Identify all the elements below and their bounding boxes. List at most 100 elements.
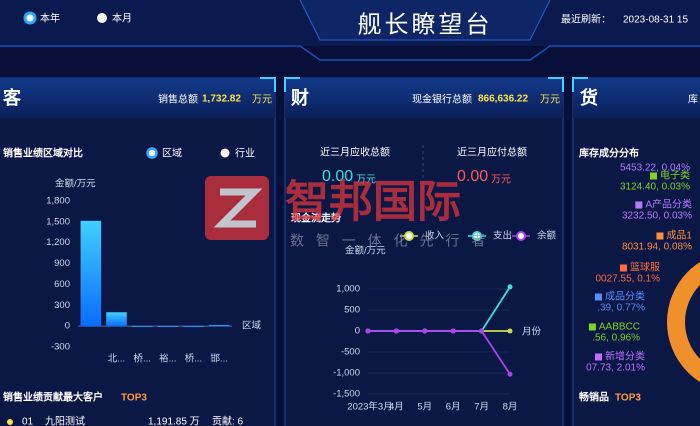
panel-header xyxy=(285,78,563,118)
y-tick-label: -300 xyxy=(51,342,70,353)
total-label: 库 xyxy=(688,93,698,106)
period-option[interactable]: 本月 xyxy=(112,12,132,25)
x-tick-label: 2023年3月 xyxy=(347,401,392,413)
point xyxy=(393,328,399,334)
watermark: 智邦国际 数 智 一 体 化 先 行 者 xyxy=(205,176,485,249)
x-tick-label: 5月 xyxy=(417,402,432,413)
item-marker xyxy=(595,293,602,301)
row-dot xyxy=(7,419,13,425)
receivable-label: 近三月应收总额 xyxy=(320,146,390,159)
refresh-time: 2023-08-31 15 xyxy=(623,15,688,26)
x-axis-label: 月份 xyxy=(522,326,542,338)
item-name: 成品分类 xyxy=(605,290,645,303)
watermark-name: 智邦国际 xyxy=(285,178,461,227)
payable-label: 近三月应付总额 xyxy=(457,146,527,159)
section-title: 销售业绩贡献最大客户 xyxy=(3,391,103,404)
item-value: 3232.50, 0.03% xyxy=(622,211,692,222)
point xyxy=(365,328,371,334)
total-label: 现金银行总额 xyxy=(412,93,472,106)
radio-selected[interactable] xyxy=(146,147,158,159)
x-tick-label: 北... xyxy=(108,354,125,365)
item-value: 5453.22, 0.04% xyxy=(620,163,690,174)
y-tick-label: 900 xyxy=(54,258,70,269)
section-title-suffix: TOP3 xyxy=(121,393,147,404)
legend-label: 收入 xyxy=(425,230,445,242)
item-value: 8031.94, 0.08% xyxy=(622,242,692,253)
x-tick-label: 7月 xyxy=(474,402,489,413)
item-marker xyxy=(650,172,657,180)
point xyxy=(479,328,485,334)
total-unit: 万元 xyxy=(540,95,560,106)
section-title: 畅销品 xyxy=(579,391,609,404)
item-value: .56, 0.96% xyxy=(592,333,640,344)
item-marker xyxy=(595,353,602,361)
item-name: 新增分类 xyxy=(605,350,645,363)
customer-name: 九阳测试 xyxy=(45,415,85,426)
bar xyxy=(80,220,102,327)
option[interactable]: 区域 xyxy=(162,147,182,160)
y-tick-label: 1,200 xyxy=(46,237,70,248)
point xyxy=(422,328,428,334)
panel-header xyxy=(0,78,275,118)
item-marker xyxy=(588,323,596,331)
total-label: 销售总额 xyxy=(158,93,198,106)
item-value: 0027.55, 0.1% xyxy=(596,274,661,285)
x-tick-label: 邯... xyxy=(210,353,227,365)
item-value: 3124.40, 0.03% xyxy=(620,182,690,193)
payable-unit: 万元 xyxy=(491,175,511,186)
y-tick-label: 1,000 xyxy=(336,284,360,295)
corner-accent xyxy=(260,77,588,92)
donut-ring xyxy=(667,262,700,382)
section-title-suffix: TOP3 xyxy=(615,393,641,404)
x-tick-label: 8月 xyxy=(503,402,518,413)
payable-value: 0.00 xyxy=(457,168,488,185)
customer-amount: 1,191.85 万 xyxy=(148,417,200,426)
item-name: AABBCC xyxy=(599,322,640,333)
x-tick-label: 4月 xyxy=(389,402,404,413)
point xyxy=(450,328,456,334)
x-axis-label: 区域 xyxy=(242,320,262,332)
total-value: 1,732.82 xyxy=(202,94,241,105)
bar xyxy=(106,312,127,327)
item-value: .39, 0.77% xyxy=(597,303,645,314)
panel xyxy=(0,77,276,426)
item-name: 电子类 xyxy=(660,169,690,182)
item-marker xyxy=(635,201,643,209)
receivable-value: 0.00 xyxy=(322,168,353,185)
legend-marker xyxy=(404,231,414,241)
y-tick-label: 1,800 xyxy=(46,196,70,207)
bar xyxy=(157,326,179,327)
radio[interactable] xyxy=(220,148,230,158)
item-name: A产品分类 xyxy=(645,198,692,211)
option[interactable]: 行业 xyxy=(235,147,255,160)
customer-share: 贡献: 6 xyxy=(212,415,244,426)
point xyxy=(507,328,513,334)
total-unit: 万元 xyxy=(252,95,272,106)
point xyxy=(507,284,513,290)
x-tick-label: 桥... xyxy=(133,353,150,365)
item-marker xyxy=(656,232,664,240)
legend-label: 余额 xyxy=(537,230,557,242)
period-option[interactable]: 本年 xyxy=(40,12,60,25)
x-tick-label: 6月 xyxy=(446,402,461,413)
y-tick-label: 500 xyxy=(344,305,360,316)
legend-label: 支出 xyxy=(493,230,512,242)
x-tick-label: 裕... xyxy=(159,353,176,365)
y-tick-label: -500 xyxy=(341,347,360,358)
rank: 01 xyxy=(22,417,34,426)
total-value: 866,636.22 xyxy=(478,94,528,105)
y-tick-label: 1,500 xyxy=(46,216,70,227)
y-tick-label: 0 xyxy=(65,321,70,332)
y-tick-label: 600 xyxy=(54,279,70,290)
y-tick-label: 300 xyxy=(54,300,70,311)
panel xyxy=(572,77,700,426)
y-tick-label: -1,000 xyxy=(333,368,360,379)
y-tick-label: 0 xyxy=(355,326,360,337)
radio-selected[interactable] xyxy=(23,11,37,25)
page-title: 舰长瞭望台 xyxy=(358,12,493,39)
receivable-unit: 万元 xyxy=(356,175,376,186)
x-tick-label: 桥... xyxy=(185,353,202,365)
radio[interactable] xyxy=(97,13,107,23)
bar xyxy=(183,326,204,327)
